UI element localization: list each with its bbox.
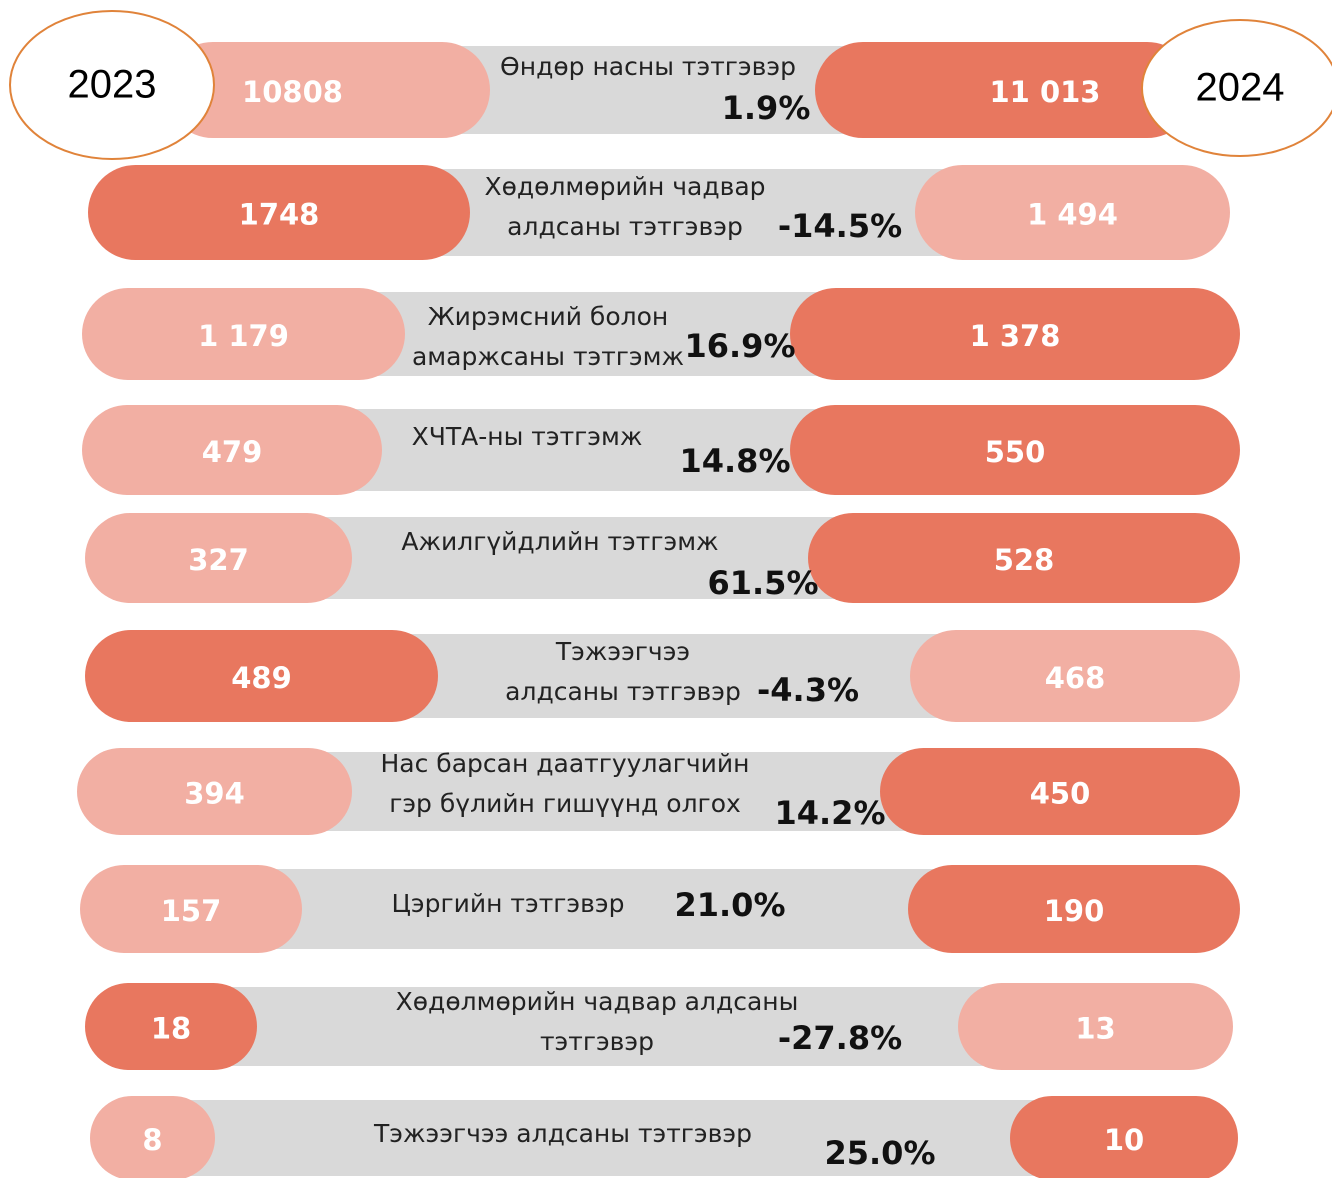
row-label: тэтгэвэр [540, 1027, 654, 1056]
value-2023: 8 [142, 1123, 162, 1157]
row-label: Жирэмсний болон [428, 302, 669, 331]
change-percent: 14.8% [679, 442, 790, 480]
value-2024: 190 [1044, 894, 1105, 928]
value-2024: 450 [1030, 777, 1091, 811]
row-label: Тэжээгчээ алдсаны тэтгэвэр [373, 1119, 752, 1148]
pill-2024 [1010, 1096, 1238, 1178]
value-2024: 468 [1045, 661, 1106, 695]
pill-2023 [82, 288, 405, 380]
value-2023: 1 179 [198, 319, 289, 353]
row: 479 550 ХЧТА-ны тэтгэмж 14.8% [82, 405, 1240, 495]
value-2023: 157 [161, 894, 222, 928]
change-percent: -14.5% [778, 207, 902, 245]
row-label: ХЧТА-ны тэтгэмж [412, 422, 643, 451]
row-label: Ажилгүйдлийн тэтгэмж [401, 527, 718, 556]
pill-2024 [808, 513, 1240, 603]
change-percent: -4.3% [757, 671, 859, 709]
year-badge [9, 10, 215, 160]
row: 327 528 Ажилгүйдлийн тэтгэмж 61.5% [85, 513, 1240, 603]
value-2024: 11 013 [990, 75, 1101, 109]
value-2023: 18 [151, 1012, 191, 1046]
pill-2024 [815, 42, 1195, 138]
row-label: алдсаны тэтгэвэр [507, 212, 743, 241]
row-label: Хөдөлмөрийн чадвар [484, 172, 765, 201]
value-2024: 1 494 [1027, 198, 1118, 232]
value-2024: 550 [985, 435, 1046, 469]
row: 1 179 1 378 Жирэмсний болон амаржсаны тэтгэ… [82, 288, 1240, 380]
change-percent: 1.9% [722, 89, 811, 127]
year-label: 2024 [1196, 66, 1285, 110]
row: 157 190 Цэргийн тэтгэвэр 21.0% [80, 865, 1240, 953]
change-percent: 25.0% [824, 1134, 935, 1172]
pill-2024 [958, 983, 1233, 1070]
pill-2023 [85, 983, 257, 1070]
row: 489 468 Тэжээгчээ алдсаны тэтгэвэр -4.3% [85, 630, 1240, 722]
pill-2024 [790, 288, 1240, 380]
row-label: Цэргийн тэтгэвэр [392, 889, 625, 918]
row-label: Нас барсан даатгуулагчийн [380, 749, 749, 778]
row-label: Тэжээгчээ [555, 637, 690, 666]
value-2024: 1 378 [970, 319, 1061, 353]
value-2023: 489 [231, 661, 292, 695]
pill-2023 [90, 1096, 215, 1178]
value-2023: 394 [184, 777, 245, 811]
pill-2024 [880, 748, 1240, 835]
change-percent: -27.8% [778, 1019, 902, 1057]
row: 10808 11 013 Өндөр насны тэтгэвэр 1.9% [165, 42, 1195, 138]
value-2023: 327 [188, 543, 249, 577]
value-2023: 10808 [242, 75, 343, 109]
pill-2024 [908, 865, 1240, 953]
row-label: Хөдөлмөрийн чадвар алдсаны [396, 987, 799, 1016]
row-label: гэр бүлийн гишүүнд олгох [389, 789, 741, 818]
value-2023: 479 [202, 435, 263, 469]
row-label: амаржсаны тэтгэмж [412, 342, 684, 371]
change-percent: 16.9% [684, 327, 795, 365]
pill-2023 [165, 42, 490, 138]
pill-2023 [82, 405, 382, 495]
value-2023: 1748 [239, 198, 320, 232]
value-2024: 528 [994, 543, 1055, 577]
change-percent: 61.5% [707, 564, 818, 602]
row: 8 10 Тэжээгчээ алдсаны тэтгэвэр 25.0% [90, 1096, 1238, 1178]
pill-2023 [80, 865, 302, 953]
change-percent: 21.0% [674, 886, 785, 924]
pill-2023 [85, 513, 352, 603]
pill-2023 [77, 748, 352, 835]
year-label: 2023 [68, 63, 157, 107]
row-label: Өндөр насны тэтгэвэр [500, 52, 796, 81]
row: 1748 1 494 Хөдөлмөрийн чадвар алдсаны тэтгэ… [88, 165, 1230, 260]
pill-2024 [910, 630, 1240, 722]
row: 394 450 Нас барсан даатгуулагчийн гэр бүлий… [77, 748, 1240, 835]
row: 18 13 Хөдөлмөрийн чадвар алдсаны тэтгэвэр -2… [85, 983, 1233, 1070]
pill-2023 [88, 165, 470, 260]
pill-2023 [85, 630, 438, 722]
value-2024: 10 [1104, 1123, 1144, 1157]
value-2024: 13 [1075, 1012, 1115, 1046]
pill-2024 [790, 405, 1240, 495]
pill-2024 [915, 165, 1230, 260]
year-badge [1141, 19, 1332, 157]
row-label: алдсаны тэтгэвэр [505, 677, 741, 706]
change-percent: 14.2% [774, 794, 885, 832]
